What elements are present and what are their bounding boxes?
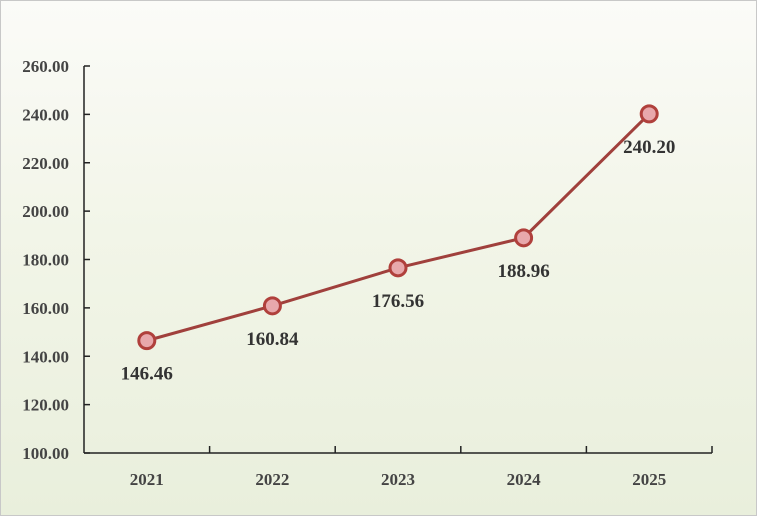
y-tick-label: 200.00 (22, 202, 69, 221)
y-tick-label: 220.00 (22, 154, 69, 173)
y-tick-label: 140.00 (22, 347, 69, 366)
data-point (639, 104, 659, 124)
y-tick-label: 180.00 (22, 251, 69, 270)
data-label: 146.46 (121, 364, 173, 385)
data-point (514, 228, 534, 248)
y-tick-label: 240.00 (22, 105, 69, 124)
y-tick-label: 160.00 (22, 299, 69, 318)
data-point (137, 331, 157, 351)
x-tick-label: 2023 (381, 470, 415, 489)
data-label: 160.84 (246, 329, 299, 350)
x-tick-label: 2025 (632, 470, 666, 489)
data-label: 176.56 (372, 291, 424, 312)
data-label: 188.96 (497, 261, 549, 282)
data-point (262, 296, 282, 316)
y-axis-ticks: 100.00 120.00 140.00 160.00 180.00 200.00 220.… (22, 57, 90, 463)
x-tick-label: 2024 (507, 470, 542, 489)
y-tick-label: 260.00 (22, 57, 69, 76)
y-tick-label: 120.00 (22, 396, 69, 415)
data-point (388, 258, 408, 278)
data-labels: 146.46 160.84 176.56 188.96 240.20 (121, 137, 676, 385)
data-label: 240.20 (623, 137, 675, 158)
series-group (137, 104, 659, 351)
x-tick-label: 2022 (255, 470, 289, 489)
x-tick-label: 2021 (130, 470, 164, 489)
y-tick-label: 100.00 (22, 444, 69, 463)
x-axis-ticks: 2021 2022 2023 2024 2025 (130, 446, 713, 489)
